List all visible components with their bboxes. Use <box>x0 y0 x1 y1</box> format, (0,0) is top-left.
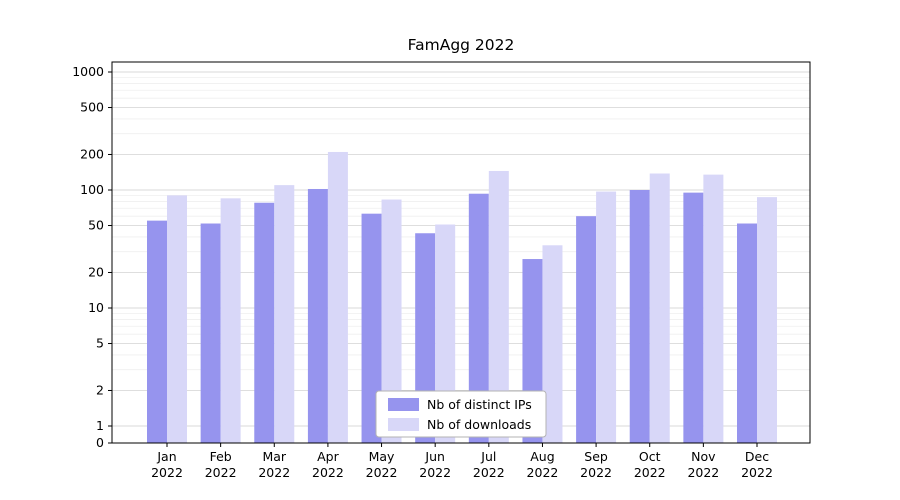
bar <box>737 223 757 443</box>
bar <box>435 224 456 443</box>
x-tick-label-month: Mar <box>262 449 286 464</box>
bar <box>307 188 328 443</box>
legend-swatch <box>388 398 419 411</box>
x-tick-label-year: 2022 <box>741 465 773 480</box>
bar <box>542 245 563 443</box>
x-tick-label-month: Nov <box>691 449 716 464</box>
bar <box>147 220 167 443</box>
y-axis: 0 1 2 5 10 20 50 100 200 500 1000 <box>72 64 112 450</box>
y-tick-label: 500 <box>80 100 104 115</box>
bar <box>649 173 670 443</box>
x-tick-label-month: May <box>369 449 395 464</box>
x-tick-label-year: 2022 <box>312 465 344 480</box>
x-tick-label-month: Dec <box>745 449 769 464</box>
bar <box>274 185 295 443</box>
x-tick-label-year: 2022 <box>205 465 237 480</box>
x-tick-label-year: 2022 <box>634 465 666 480</box>
legend-swatch <box>388 418 419 431</box>
x-tick-label-year: 2022 <box>151 465 183 480</box>
y-tick-label: 20 <box>88 264 104 279</box>
legend: Nb of distinct IPs Nb of downloads <box>375 390 547 438</box>
bars-series-1 <box>167 151 777 444</box>
x-tick-label-month: Sep <box>584 449 608 464</box>
y-tick-label: 5 <box>96 336 104 351</box>
plot-frame <box>111 61 811 444</box>
x-tick-label-month: Apr <box>317 449 339 464</box>
legend-label: Nb of downloads <box>427 417 531 432</box>
bar <box>596 191 617 443</box>
bar <box>361 213 382 443</box>
bar <box>703 174 724 444</box>
bar <box>381 199 402 443</box>
y-tick-label: 50 <box>88 218 104 233</box>
x-tick-label-month: Aug <box>530 449 554 464</box>
x-tick-label-year: 2022 <box>419 465 451 480</box>
x-tick-label-year: 2022 <box>366 465 398 480</box>
y-tick-label: 10 <box>88 300 104 315</box>
x-tick-label-month: Oct <box>639 449 661 464</box>
bar <box>576 216 597 443</box>
x-tick-label-year: 2022 <box>687 465 719 480</box>
chart-title: FamAgg 2022 <box>407 36 515 54</box>
bar <box>167 195 187 443</box>
x-tick-label-month: Feb <box>210 449 232 464</box>
bar <box>468 193 489 443</box>
bar <box>757 197 777 443</box>
bar <box>327 151 348 443</box>
bar <box>488 170 509 444</box>
x-tick-label-month: Jan <box>156 449 176 464</box>
x-tick-label-year: 2022 <box>527 465 559 480</box>
x-axis: Jan2022Feb2022Mar2022Apr2022May2022Jun20… <box>151 443 773 480</box>
bar <box>629 190 650 443</box>
bar <box>254 202 275 443</box>
y-tick-label: 1 <box>96 418 104 433</box>
x-tick-label-month: Jul <box>480 449 496 464</box>
x-tick-label-year: 2022 <box>580 465 612 480</box>
legend-label: Nb of distinct IPs <box>427 397 532 412</box>
bar <box>220 198 241 443</box>
y-tick-label: 0 <box>96 435 104 450</box>
y-tick-label: 1000 <box>72 64 104 79</box>
x-tick-label-year: 2022 <box>258 465 290 480</box>
bar <box>200 223 221 443</box>
y-tick-label: 100 <box>80 182 104 197</box>
x-tick-label-year: 2022 <box>473 465 505 480</box>
x-tick-label-month: Jun <box>424 449 445 464</box>
y-tick-label: 2 <box>96 382 104 397</box>
bar <box>683 192 704 443</box>
y-tick-label: 200 <box>80 146 104 161</box>
bars-series-0 <box>147 188 757 443</box>
